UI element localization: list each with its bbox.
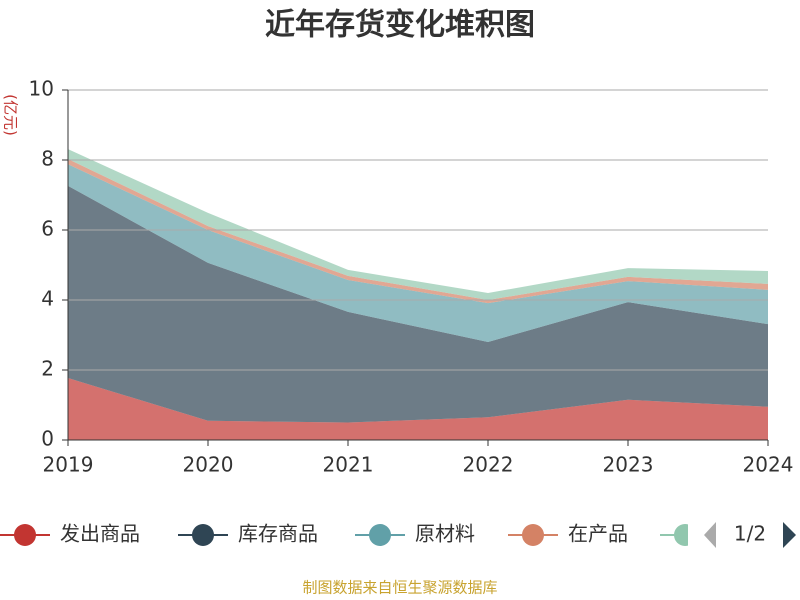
- legend-prev[interactable]: [704, 522, 716, 548]
- x-tick-label: 2020: [183, 453, 234, 477]
- x-tick-label: 2022: [463, 453, 514, 477]
- x-tick-label: 2023: [603, 453, 654, 477]
- x-tick-label: 2019: [43, 453, 94, 477]
- legend-marker: [369, 524, 391, 546]
- legend-marker: [674, 524, 688, 546]
- y-tick-label: 10: [29, 77, 54, 101]
- legend-label: 库存商品: [238, 522, 318, 546]
- source-note: 制图数据来自恒生聚源数据库: [302, 579, 497, 597]
- x-tick-label: 2024: [743, 453, 794, 477]
- legend-label: 在产品: [568, 522, 628, 546]
- area: [68, 185, 768, 423]
- legend-label: 原材料: [415, 522, 475, 546]
- y-tick-label: 6: [41, 217, 54, 241]
- legend-marker: [522, 524, 544, 546]
- legend-page: 1/2: [734, 522, 766, 546]
- legend-marker: [14, 524, 36, 546]
- legend-next[interactable]: [783, 522, 796, 548]
- x-tick-label: 2021: [323, 453, 374, 477]
- legend-label: 发出商品: [60, 522, 140, 546]
- area: [68, 378, 768, 440]
- chart-title: 近年存货变化堆积图: [265, 8, 535, 43]
- area: [68, 149, 768, 300]
- y-tick-label: 8: [41, 147, 54, 171]
- legend-marker: [192, 524, 214, 546]
- y-tick-label: 2: [41, 357, 54, 381]
- area: [68, 164, 768, 342]
- y-tick-label: 4: [41, 287, 54, 311]
- y-axis-label: (亿元): [2, 94, 20, 136]
- y-tick-label: 0: [41, 427, 54, 451]
